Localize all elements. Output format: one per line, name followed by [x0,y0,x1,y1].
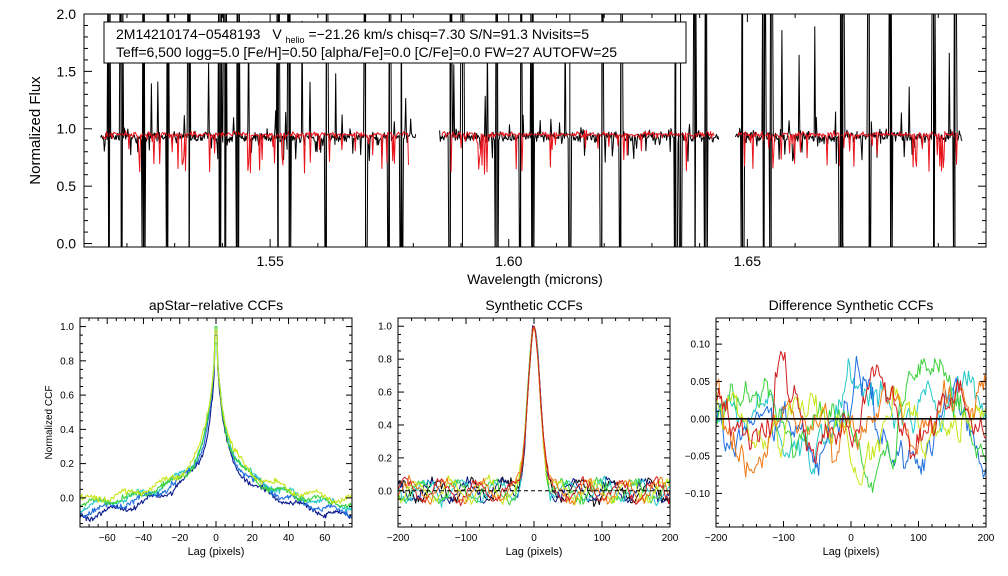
apstar-ccf-x-tick-label: −60 [99,533,116,544]
apstar-ccf-visit4 [80,326,352,509]
difference-ccf-visit4 [716,386,986,486]
difference-ccf-panel: −200 −100 0 100 200 −0.10 −0.05 0.00 0.05 0.10 Lag… [685,297,995,558]
difference-ccf-data-layer [716,350,986,493]
synthetic-ccf-x-axis-label: Lag (pixels) [506,546,563,558]
spectrum-model-chip-3 [737,130,958,172]
difference-ccf-axes: −200 −100 0 100 200 −0.10 −0.05 0.00 0.05 0.10 Lag… [685,297,995,558]
synthetic-ccf-title: Synthetic CCFs [485,297,582,313]
apstar-ccf-visit1 [80,334,352,523]
apstar-ccf-y-tick-label: 0.8 [60,356,74,367]
apstar-ccf-y-axis-label: Normalized CCF [44,386,55,460]
spectrum-model-chip-1 [102,130,409,174]
synthetic-ccf-y-tick-label: 0.6 [378,388,392,399]
spectrum-y-tick-label: 1.0 [57,121,77,137]
spectrum-y-tick-label: 0.0 [57,235,77,251]
annotation-box [103,21,687,64]
annotation-line-1: 2M14210174−0548193 V helio =−21.26 km/s … [116,26,589,46]
difference-ccf-y-tick-label: −0.05 [685,452,711,463]
apstar-ccf-visit2 [80,331,352,519]
synthetic-ccf-axes: −200 −100 0 100 200 0.0 0.2 0.4 0.6 0.8 1.0 Lag (pi… [378,297,679,558]
apstar-ccf-x-axis-label: Lag (pixels) [188,546,245,558]
spectrum-x-tick-label: 1.55 [257,253,284,269]
synthetic-ccf-x-tick-label: −200 [387,533,410,544]
synthetic-ccf-y-tick-label: 1.0 [378,322,392,333]
spectrum-y-axis-label: Normalized Flux [27,76,44,185]
star-id: 2M14210174−0548193 [116,26,261,42]
apstar-ccf-panel: −60 −40 −20 0 20 40 60 0.0 0.2 0.4 0.6 0.8 1.0 Lag (p… [44,297,353,558]
annotation-line-2: Teff=6,500 logg=5.0 [Fe/H]=0.50 [alpha/F… [116,44,617,60]
vhelio-subscript: helio [286,35,305,45]
synthetic-ccf-x-tick-label: 0 [531,533,537,544]
difference-ccf-y-tick-label: 0.10 [691,340,711,351]
difference-ccf-y-tick-label: 0.05 [691,377,711,388]
apstar-ccf-y-tick-label: 0.4 [60,425,74,436]
synthetic-ccf-y-tick-label: 0.0 [378,486,392,497]
difference-ccf-x-tick-label: 200 [978,533,995,544]
synthetic-ccf-x-tick-label: −100 [455,533,478,544]
spectrum-panel: 1.55 1.60 1.65 0.0 0.5 1.0 1.5 2.0 Wavelength (m… [27,6,987,287]
spectrum-y-tick-label: 2.0 [57,6,77,22]
synthetic-ccf-y-tick-label: 0.8 [378,355,392,366]
difference-ccf-visit1 [716,358,986,475]
difference-ccf-title: Difference Synthetic CCFs [769,297,934,313]
apstar-ccf-data-layer [80,326,352,523]
apstar-ccf-y-tick-label: 0.0 [60,493,74,504]
difference-ccf-x-tick-label: 0 [848,533,854,544]
spectrum-y-tick-label: 0.5 [57,178,77,194]
apstar-ccf-x-tick-label: 0 [213,533,219,544]
apstar-ccf-y-tick-label: 0.6 [60,391,74,402]
synthetic-ccf-y-tick-label: 0.2 [378,453,392,464]
difference-ccf-x-tick-label: −200 [705,533,728,544]
difference-ccf-x-tick-label: −100 [772,533,795,544]
difference-ccf-y-tick-label: −0.10 [685,489,711,500]
synthetic-ccf-x-tick-label: 100 [594,533,611,544]
apstar-ccf-title: apStar−relative CCFs [149,297,283,313]
difference-ccf-visit2 [716,355,986,478]
spectrum-model-chip-2 [441,129,715,175]
spectrum-y-tick-label: 1.5 [57,63,77,79]
difference-ccf-visit3 [716,358,986,493]
apstar-ccf-x-tick-label: 40 [283,533,295,544]
apstar-ccf-y-tick-label: 1.0 [60,322,74,333]
spectrum-frame [83,13,987,248]
apstar-ccf-x-tick-label: 20 [247,533,259,544]
apstar-ccf-axes: −60 −40 −20 0 20 40 60 0.0 0.2 0.4 0.6 0.8 1.0 Lag (p… [44,297,353,558]
difference-ccf-visit5 [716,374,986,478]
synthetic-ccf-visit6 [398,325,670,507]
synthetic-ccf-x-tick-label: 200 [662,533,679,544]
spectrum-axes: 1.55 1.60 1.65 0.0 0.5 1.0 1.5 2.0 Wavelength (m… [27,6,987,287]
difference-ccf-x-tick-label: 100 [910,533,927,544]
apstar-ccf-x-tick-label: −40 [135,533,152,544]
difference-ccf-y-tick-label: 0.00 [691,414,711,425]
apstar-ccf-visit5 [80,329,352,505]
difference-ccf-x-axis-label: Lag (pixels) [823,546,880,558]
spectrum-x-tick-label: 1.60 [495,253,522,269]
spectrum-x-tick-label: 1.65 [734,253,761,269]
difference-ccf-visit6 [716,350,986,464]
annotation-values: =−21.26 km/s chisq=7.30 S/N=91.3 Nvisits… [308,26,589,42]
synthetic-ccf-y-tick-label: 0.4 [378,420,392,431]
spectrum-x-axis-label: Wavelength (microns) [467,271,603,287]
apstar-ccf-x-tick-label: −20 [171,533,188,544]
apstar-ccf-x-tick-label: 60 [319,533,331,544]
apstar-ccf-y-tick-label: 0.2 [60,459,74,470]
vhelio-symbol: V [272,26,282,42]
synthetic-ccf-panel: −200 −100 0 100 200 0.0 0.2 0.4 0.6 0.8 1.0 Lag (pi… [378,297,679,558]
